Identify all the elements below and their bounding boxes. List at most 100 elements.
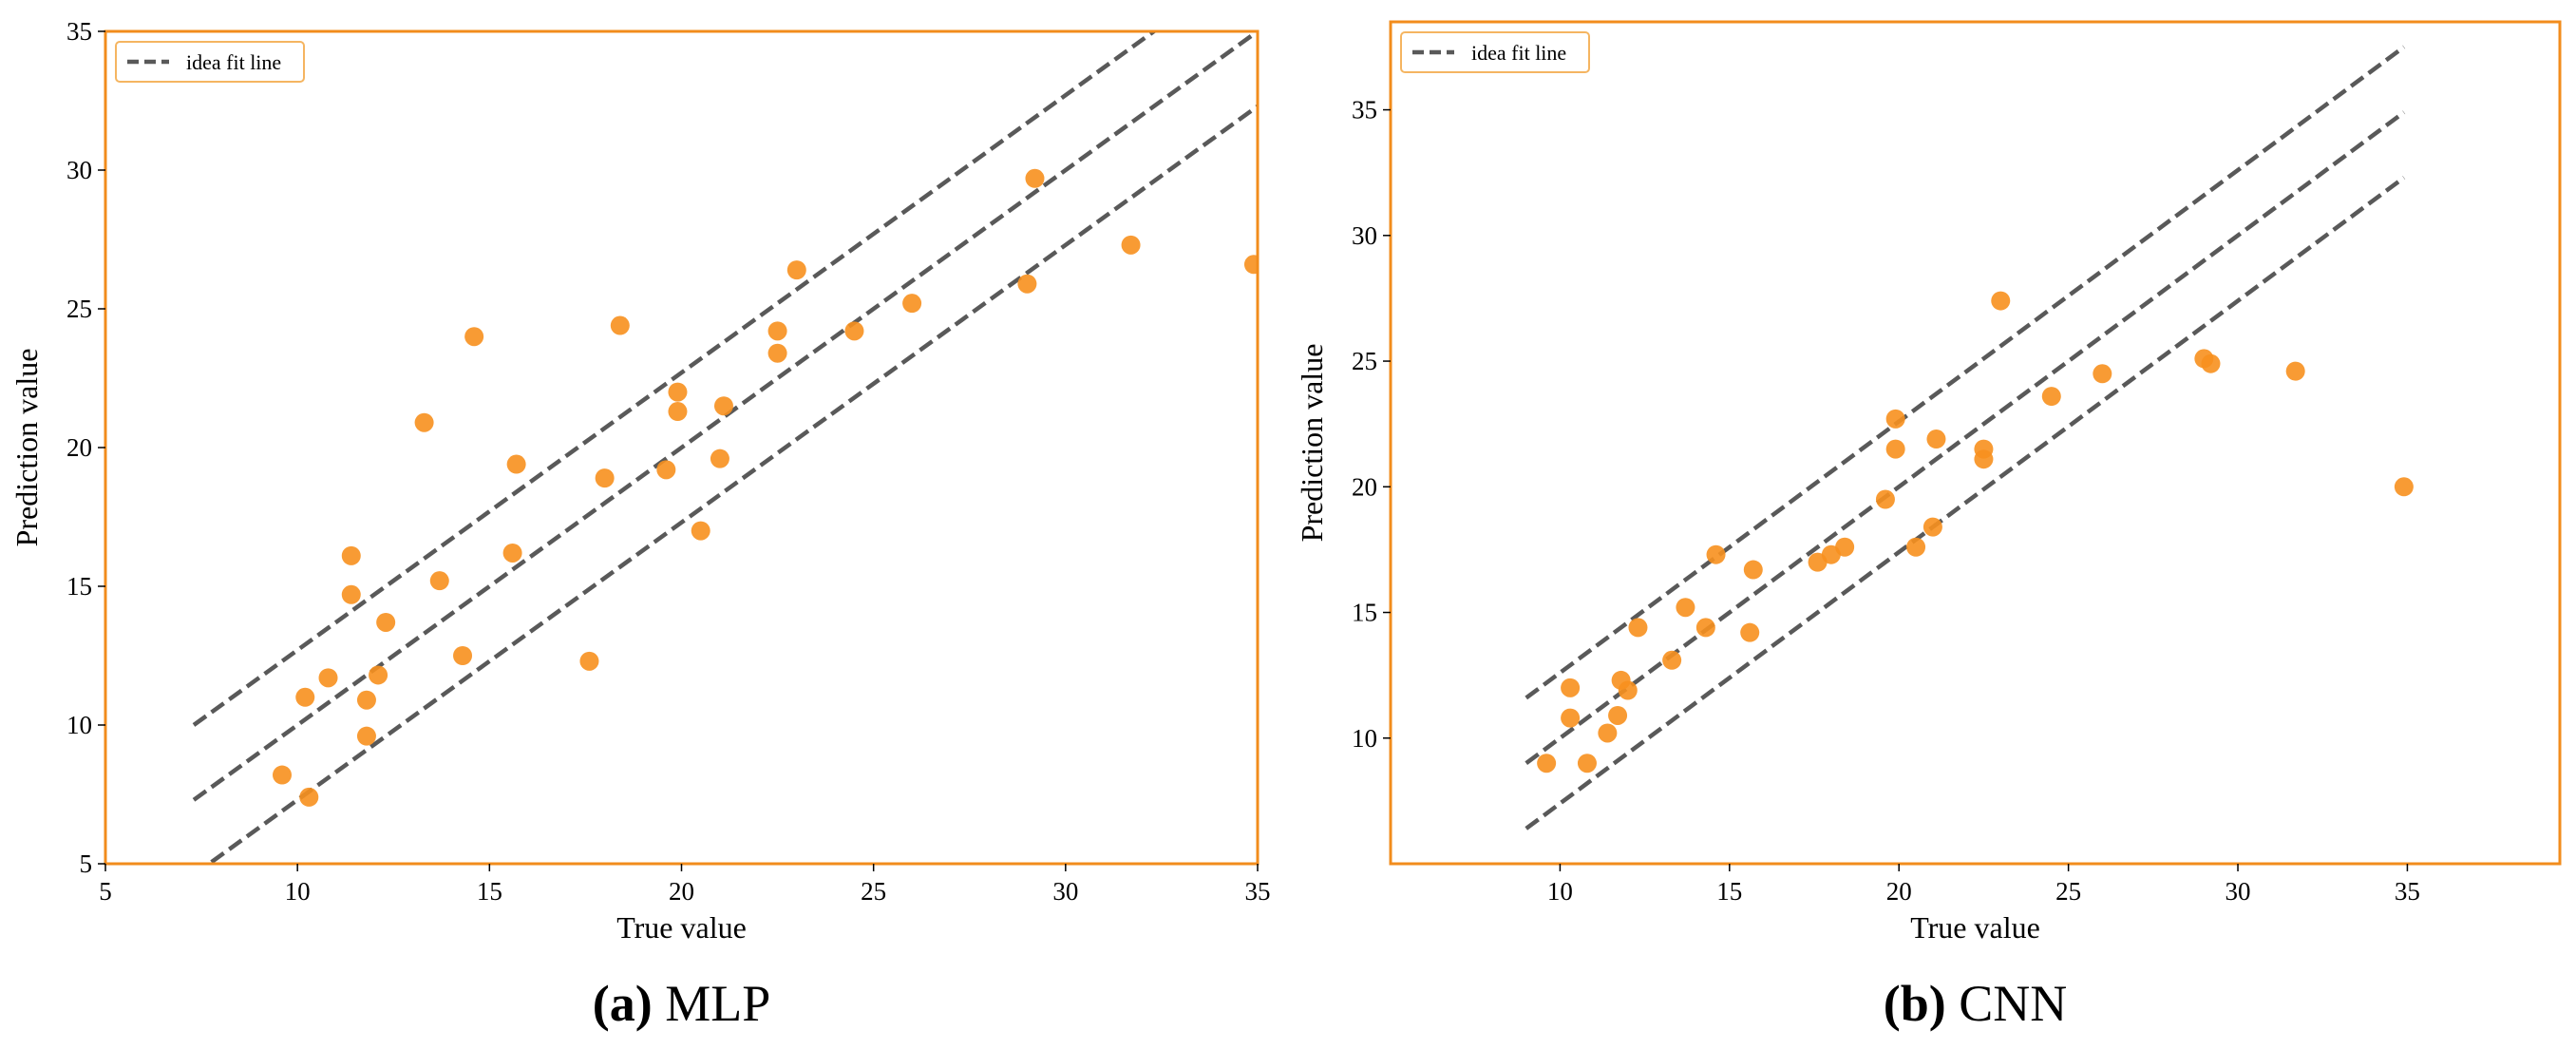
panel-b-marks — [1525, 45, 2414, 830]
panel-a-data-point — [414, 412, 434, 432]
panel-a-data-point — [767, 343, 787, 363]
panel-b-data-point — [1743, 560, 1763, 580]
panel-b-data-point — [1561, 708, 1581, 728]
panel-b-data-point — [1923, 517, 1942, 537]
panel-b-data-point — [1835, 537, 1855, 557]
panel-b-x-tick-label: 20 — [1886, 877, 1912, 906]
panel-a-data-point — [691, 521, 710, 541]
panel-a-data-point — [1121, 235, 1141, 255]
panel-a-data-point — [710, 449, 729, 468]
panel-a-fit-line-2 — [205, 105, 1258, 864]
panel-b-data-point — [1906, 537, 1926, 557]
panel-b-y-tick-label: 10 — [1352, 724, 1377, 753]
panel-a-data-point — [844, 321, 864, 341]
panel-b-data-point — [1598, 723, 1618, 743]
panel-a-data-point — [786, 260, 806, 280]
panel-a-y-tick-label: 10 — [66, 711, 92, 739]
panel-a-data-point — [464, 327, 484, 347]
panel-b-data-point — [1991, 291, 2011, 311]
panel-b-y-tick-label: 25 — [1352, 347, 1377, 375]
panel-b-data-point — [1608, 705, 1628, 725]
panel-a-data-point — [376, 612, 396, 632]
panel-a-x-tick-label: 25 — [861, 877, 886, 906]
panel-a-data-point — [668, 402, 688, 422]
panel-b-data-point — [1885, 439, 1905, 459]
panel-a-y-tick-label: 30 — [66, 156, 92, 184]
panel-b-data-point — [2394, 477, 2414, 497]
panel-b-legend: idea fit line — [1400, 31, 1590, 73]
panel-a-caption-letter: (a) — [593, 975, 653, 1032]
panel-b-caption-letter: (b) — [1884, 975, 1946, 1032]
panel-a-data-point — [341, 584, 361, 604]
panel-a-fit-line-1 — [192, 31, 1258, 802]
panel-a-x-tick-label: 5 — [99, 877, 112, 906]
panel-a-x-tick-label: 30 — [1052, 877, 1078, 906]
panel-a-x-axis-label: True value — [616, 910, 747, 945]
panel-b-data-point — [1676, 598, 1695, 618]
panel-b-data-point — [1628, 618, 1648, 638]
panel-b-data-point — [1695, 618, 1715, 638]
panel-a-data-point — [506, 454, 526, 474]
panel-b-data-point — [1561, 678, 1581, 697]
panel-a-data-point — [1017, 274, 1037, 294]
panel-a-data-point — [356, 726, 376, 746]
panel-b-data-point — [1740, 622, 1760, 642]
panel-b-data-point — [1885, 409, 1905, 429]
panel-b-y-tick-label: 35 — [1352, 96, 1377, 124]
panel-a-data-point — [429, 571, 449, 591]
panel-a-data-point — [318, 668, 338, 688]
panel-b-data-point — [1974, 449, 1994, 469]
panel-a-legend-box — [115, 41, 305, 83]
panel-b-caption-name: CNN — [1946, 975, 2068, 1032]
panel-a-y-tick-label: 35 — [66, 17, 92, 46]
panel-b-y-tick-label: 30 — [1352, 221, 1377, 250]
panel-b-cnn: 10 15 20 25 30 35 10 15 20 25 30 35 True value Pred… — [1295, 20, 2562, 1032]
panel-a-legend: idea fit line — [115, 41, 305, 83]
panel-b-x-tick-label: 30 — [2226, 877, 2251, 906]
panel-a-data-point — [713, 396, 733, 416]
panel-b-ticks: 10 15 20 25 30 35 10 15 20 25 30 35 — [1352, 96, 2420, 906]
panel-b-fit-line-0 — [1525, 45, 2406, 700]
panel-a-data-point — [668, 382, 688, 402]
panel-b-x-tick-label: 15 — [1716, 877, 1742, 906]
panel-b-data-point — [1537, 754, 1557, 773]
panel-a-data-point — [1243, 255, 1258, 275]
panel-b-fit-line-1 — [1525, 110, 2406, 766]
panel-b-data-point — [1875, 489, 1895, 509]
panel-a-data-point — [453, 646, 473, 665]
panel-a-data-point — [579, 651, 599, 671]
panel-a-data-point — [595, 468, 615, 488]
panel-a-x-tick-label: 35 — [1245, 877, 1271, 906]
panel-b-data-point — [1618, 680, 1638, 700]
panel-a-data-point — [299, 787, 319, 807]
panel-b-data-point — [1926, 430, 1946, 449]
panel-a-y-tick-label: 25 — [66, 295, 92, 323]
panel-a-data-point — [272, 765, 292, 785]
panel-a-x-tick-label: 20 — [669, 877, 694, 906]
panel-a-data-point — [502, 543, 522, 563]
panel-b-data-point — [1577, 754, 1597, 773]
panel-a-data-point — [295, 687, 315, 707]
panel-b-caption: (b) CNN — [1884, 975, 2068, 1032]
panel-a-y-tick-label: 5 — [80, 850, 93, 878]
panel-b-x-tick-label: 25 — [2055, 877, 2081, 906]
panel-a-marks — [192, 31, 1258, 864]
panel-b-x-tick-label: 10 — [1547, 877, 1573, 906]
panel-b-legend-label: idea fit line — [1471, 41, 1566, 65]
panel-b-y-tick-label: 15 — [1352, 599, 1377, 627]
panel-b-data-point — [2201, 353, 2221, 373]
panel-b-legend-box — [1400, 31, 1590, 73]
panel-a-data-point — [767, 321, 787, 341]
panel-a-y-tick-label: 15 — [66, 572, 92, 601]
panel-a-fit-line-0 — [192, 31, 1158, 727]
panel-b-y-tick-label: 20 — [1352, 472, 1377, 501]
panel-a-mlp: 5 10 15 20 25 30 35 5 10 15 20 25 30 35 True value Pr… — [9, 17, 1271, 1032]
panel-a-data-point — [1025, 168, 1045, 188]
panel-a-ticks: 5 10 15 20 25 30 35 5 10 15 20 25 30 35 — [66, 17, 1271, 906]
panel-a-data-point — [902, 294, 922, 314]
panel-a-data-point — [369, 665, 388, 685]
panel-a-data-point — [356, 690, 376, 710]
panel-a-data-point — [610, 315, 630, 335]
panel-a-caption: (a) MLP — [593, 975, 771, 1032]
